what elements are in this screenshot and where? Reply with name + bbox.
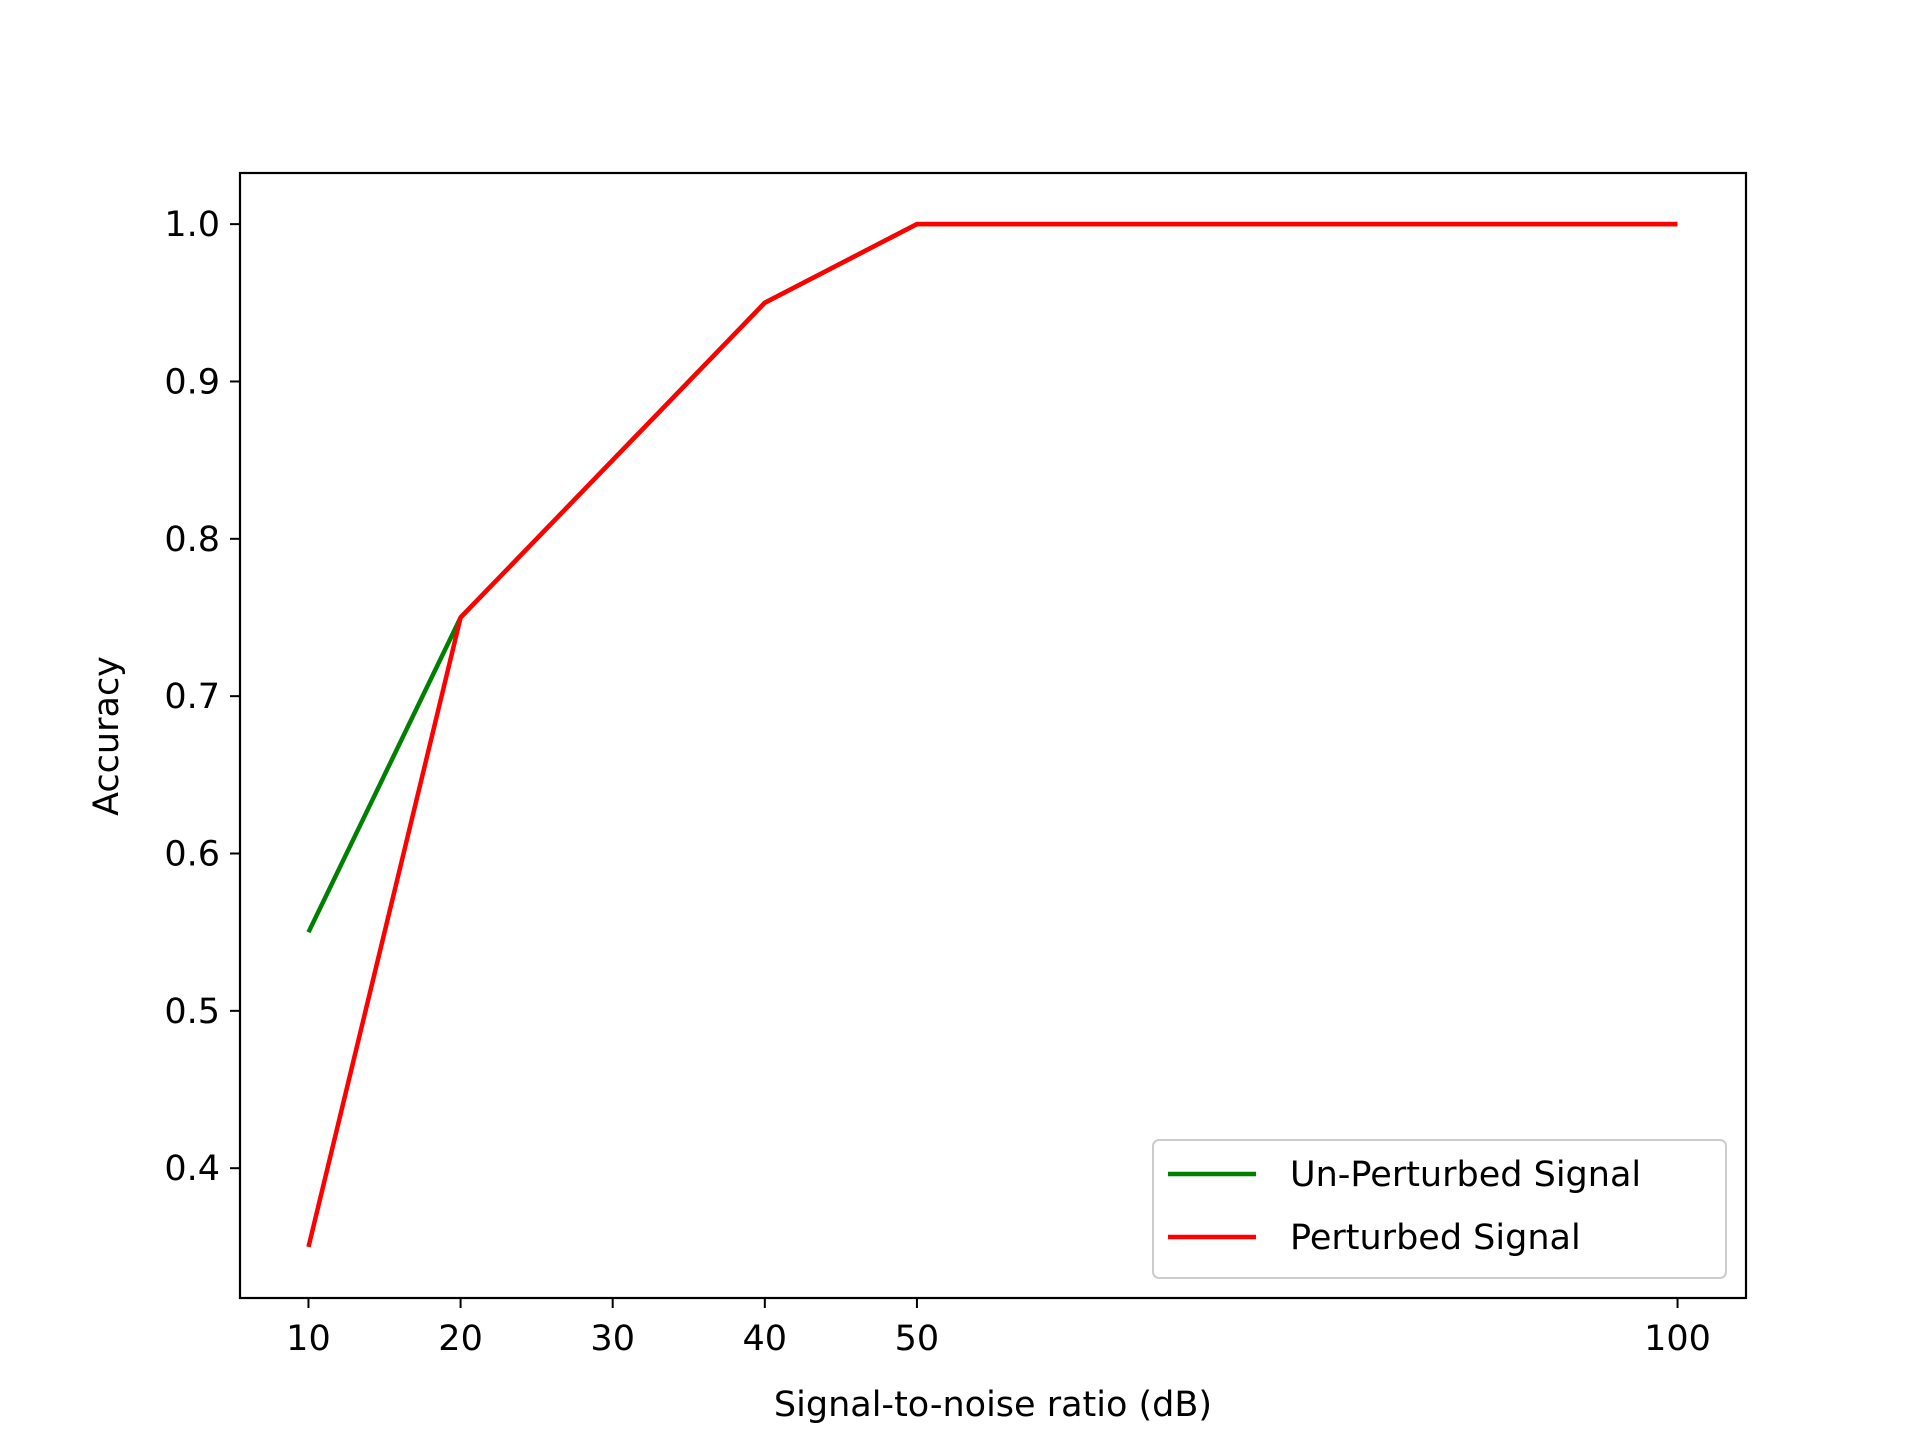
y-tick-label: 0.4 bbox=[164, 1149, 220, 1189]
x-axis-label: Signal-to-noise ratio (dB) bbox=[774, 1385, 1212, 1425]
legend-label-perturbed: Perturbed Signal bbox=[1290, 1218, 1581, 1258]
x-tick-label: 30 bbox=[590, 1319, 635, 1359]
y-tick-label: 0.6 bbox=[164, 835, 220, 875]
y-tick-label: 0.8 bbox=[164, 520, 220, 560]
x-tick-label: 50 bbox=[895, 1319, 940, 1359]
y-axis: 0.4 0.5 0.6 0.7 0.8 0.9 1.0 bbox=[164, 205, 240, 1189]
y-axis-label: Accuracy bbox=[87, 656, 127, 816]
series-line-perturbed bbox=[306, 221, 1678, 1248]
x-tick-label: 10 bbox=[286, 1319, 331, 1359]
legend-label-un-perturbed: Un-Perturbed Signal bbox=[1290, 1155, 1641, 1195]
y-tick-label: 0.9 bbox=[164, 362, 220, 402]
legend: Un-Perturbed Signal Perturbed Signal bbox=[1152, 1139, 1727, 1279]
x-tick-label: 100 bbox=[1644, 1319, 1711, 1359]
legend-box bbox=[1152, 1139, 1727, 1279]
series-layer bbox=[306, 221, 1678, 1248]
y-tick-label: 1.0 bbox=[164, 205, 220, 245]
y-tick-label: 0.5 bbox=[164, 992, 220, 1032]
plot-frame bbox=[238, 171, 1748, 1300]
x-tick-label: 20 bbox=[438, 1319, 483, 1359]
y-tick-label: 0.7 bbox=[164, 677, 220, 717]
x-axis: 10 20 30 40 50 100 bbox=[286, 1298, 1711, 1359]
x-tick-label: 40 bbox=[743, 1319, 788, 1359]
